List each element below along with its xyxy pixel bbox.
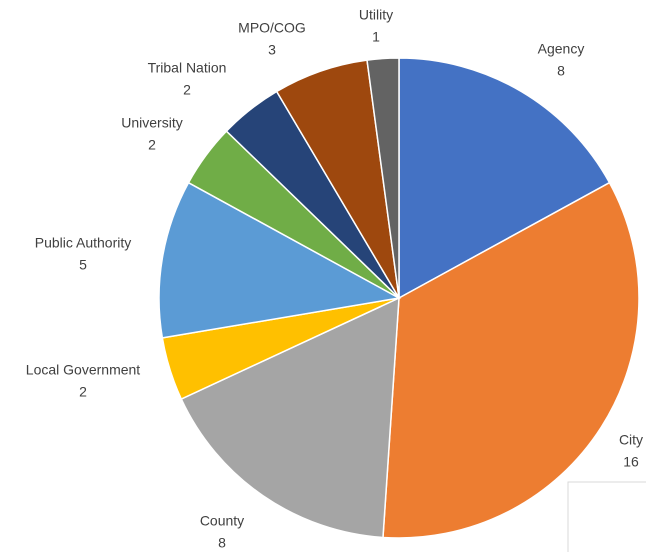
slice-label: Tribal Nation — [148, 60, 227, 76]
pie-slice — [398, 57, 611, 300]
slice-label: University — [121, 115, 182, 131]
slice-value: 2 — [183, 82, 191, 98]
pie-slice — [366, 57, 400, 299]
slice-value: 8 — [557, 63, 565, 79]
pie-slice — [180, 296, 400, 539]
slice-value: 3 — [268, 42, 276, 58]
slice-value: 2 — [148, 137, 156, 153]
slice-label: MPO/COG — [238, 20, 306, 36]
slice-label: Utility — [359, 7, 393, 23]
slice-value: 8 — [218, 535, 226, 551]
slice-value: 1 — [372, 29, 380, 45]
slice-label: Agency — [538, 41, 585, 57]
slice-label: Local Government — [26, 362, 141, 378]
slice-label: Public Authority — [35, 235, 132, 251]
slice-value: 2 — [79, 384, 87, 400]
slice-value: 5 — [79, 257, 87, 273]
slice-label: County — [200, 513, 244, 529]
slice-label: City — [619, 432, 643, 448]
slice-value: 16 — [623, 454, 639, 470]
pie-slice — [382, 181, 640, 539]
legend-frame — [567, 481, 646, 552]
pie-slice — [158, 181, 402, 339]
